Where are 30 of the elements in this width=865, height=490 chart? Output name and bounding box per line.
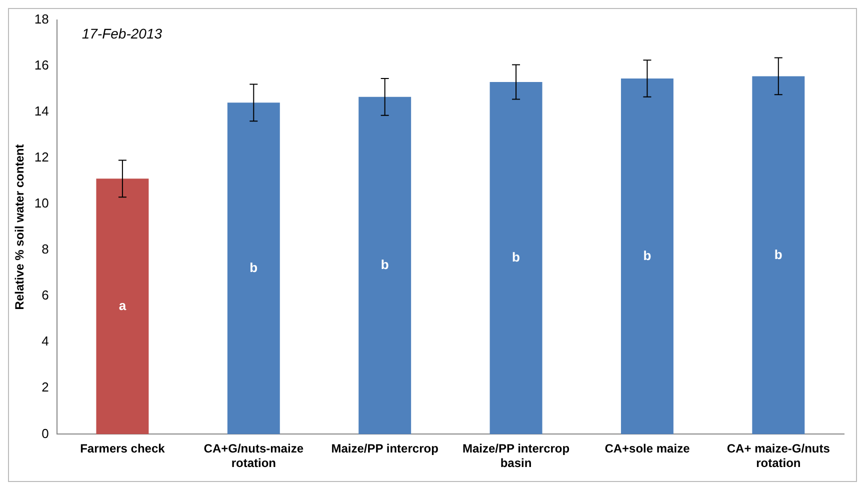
annotation: 17-Feb-2013	[82, 26, 162, 42]
annotation: b	[512, 250, 520, 265]
y-tick-label: 6	[42, 288, 49, 303]
annotation: b	[774, 246, 782, 262]
bar	[227, 102, 280, 434]
y-tick-label: 14	[34, 103, 49, 118]
y-axis-title: Relative % soil water content	[12, 144, 27, 310]
bar	[752, 76, 805, 434]
annotation: b	[643, 248, 652, 263]
x-tick-label: Farmers check	[80, 442, 166, 456]
y-tick-label: 16	[34, 57, 49, 72]
y-tick-label: 2	[42, 380, 49, 395]
annotation: b	[380, 257, 389, 272]
y-tick-label: 18	[34, 11, 49, 26]
x-tick-label: CA+G/nuts-maize rotation	[204, 442, 304, 470]
annotation: a	[118, 298, 127, 314]
y-tick-label: 12	[34, 150, 49, 165]
bar	[358, 96, 412, 434]
annotation: b	[250, 260, 258, 276]
y-tick-label: 8	[42, 242, 49, 257]
x-tick-label: CA+sole maize	[604, 442, 690, 456]
y-tick-label: 0	[42, 426, 49, 441]
x-tick-label: CA+ maize-G/nuts rotation	[726, 442, 830, 470]
x-tick-label: Maize/PP intercrop	[331, 442, 438, 456]
bar	[620, 78, 674, 434]
y-tick-label: 4	[42, 334, 49, 349]
y-tick-label: 10	[34, 196, 49, 211]
bar	[96, 178, 149, 434]
x-tick-label: Maize/PP intercrop basin	[462, 442, 570, 470]
bar	[490, 82, 542, 434]
